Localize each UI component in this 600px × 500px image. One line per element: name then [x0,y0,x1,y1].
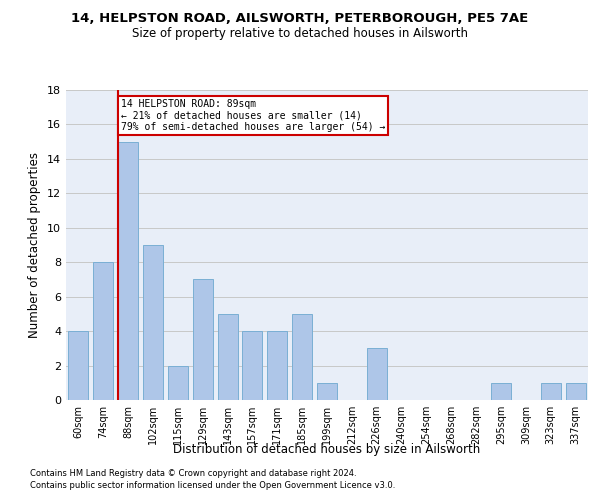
Bar [268,331,287,400]
Text: Size of property relative to detached houses in Ailsworth: Size of property relative to detached ho… [132,28,468,40]
Text: Contains HM Land Registry data © Crown copyright and database right 2024.: Contains HM Land Registry data © Crown c… [30,468,356,477]
Text: 14, HELPSTON ROAD, AILSWORTH, PETERBOROUGH, PE5 7AE: 14, HELPSTON ROAD, AILSWORTH, PETERBOROU… [71,12,529,26]
Bar [242,331,262,400]
Bar [367,348,386,400]
Bar [292,314,312,400]
Bar [94,262,113,400]
Bar [491,383,511,400]
Bar [541,383,560,400]
Bar [68,331,88,400]
Bar [193,280,212,400]
Bar [143,245,163,400]
Text: 14 HELPSTON ROAD: 89sqm
← 21% of detached houses are smaller (14)
79% of semi-de: 14 HELPSTON ROAD: 89sqm ← 21% of detache… [121,98,385,132]
Bar [168,366,188,400]
Bar [317,383,337,400]
Bar [118,142,138,400]
Bar [218,314,238,400]
Y-axis label: Number of detached properties: Number of detached properties [28,152,41,338]
Text: Contains public sector information licensed under the Open Government Licence v3: Contains public sector information licen… [30,481,395,490]
Bar [566,383,586,400]
Text: Distribution of detached houses by size in Ailsworth: Distribution of detached houses by size … [173,442,481,456]
